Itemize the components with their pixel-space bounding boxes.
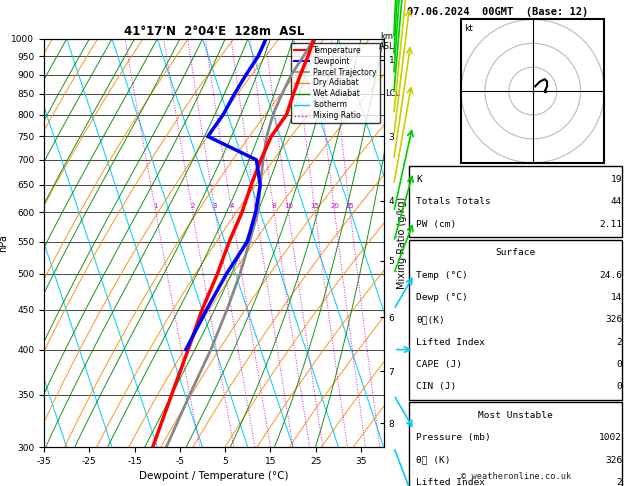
Text: θᴄ(K): θᴄ(K) [416,315,445,324]
Text: 2: 2 [190,203,194,208]
Text: 6: 6 [254,203,259,208]
Text: CAPE (J): CAPE (J) [416,360,462,369]
Text: km
ASL: km ASL [379,32,394,51]
Legend: Temperature, Dewpoint, Parcel Trajectory, Dry Adiabat, Wet Adiabat, Isotherm, Mi: Temperature, Dewpoint, Parcel Trajectory… [291,43,380,123]
Text: Lifted Index: Lifted Index [416,478,485,486]
Text: 1002: 1002 [599,434,622,442]
Text: 0: 0 [616,382,622,391]
Text: © weatheronline.co.uk: © weatheronline.co.uk [460,472,571,481]
Text: PW (cm): PW (cm) [416,220,457,228]
Text: 44: 44 [611,197,622,206]
Text: Surface: Surface [496,248,536,257]
Text: LCL: LCL [385,89,400,99]
Text: Temp (°C): Temp (°C) [416,271,468,279]
Bar [409,166,622,237]
Text: 24.6: 24.6 [599,271,622,279]
Text: Most Unstable: Most Unstable [479,411,553,420]
Bar [409,240,622,400]
Text: 3: 3 [213,203,218,208]
Text: 326: 326 [605,456,622,465]
Text: 19: 19 [611,175,622,184]
Bar [409,402,622,486]
Text: 07.06.2024  00GMT  (Base: 12): 07.06.2024 00GMT (Base: 12) [407,7,588,17]
Text: θᴄ (K): θᴄ (K) [416,456,450,465]
Text: 15: 15 [311,203,320,208]
Text: 20: 20 [330,203,339,208]
Text: 2: 2 [616,478,622,486]
Text: 2: 2 [616,338,622,347]
Text: 14: 14 [611,293,622,302]
Y-axis label: hPa: hPa [0,234,9,252]
Text: 0: 0 [616,360,622,369]
Text: 1: 1 [153,203,158,208]
Text: Dewp (°C): Dewp (°C) [416,293,468,302]
Text: 25: 25 [346,203,355,208]
Text: K: K [416,175,422,184]
X-axis label: Dewpoint / Temperature (°C): Dewpoint / Temperature (°C) [139,471,289,482]
Y-axis label: Mixing Ratio (g/kg): Mixing Ratio (g/kg) [397,197,407,289]
Text: 10: 10 [284,203,293,208]
Text: Totals Totals: Totals Totals [416,197,491,206]
Text: CIN (J): CIN (J) [416,382,457,391]
Title: 41°17'N  2°04'E  128m  ASL: 41°17'N 2°04'E 128m ASL [124,25,304,38]
Text: 326: 326 [605,315,622,324]
Text: 4: 4 [230,203,234,208]
Text: Lifted Index: Lifted Index [416,338,485,347]
Text: 2.11: 2.11 [599,220,622,228]
Text: 8: 8 [272,203,276,208]
Text: Pressure (mb): Pressure (mb) [416,434,491,442]
